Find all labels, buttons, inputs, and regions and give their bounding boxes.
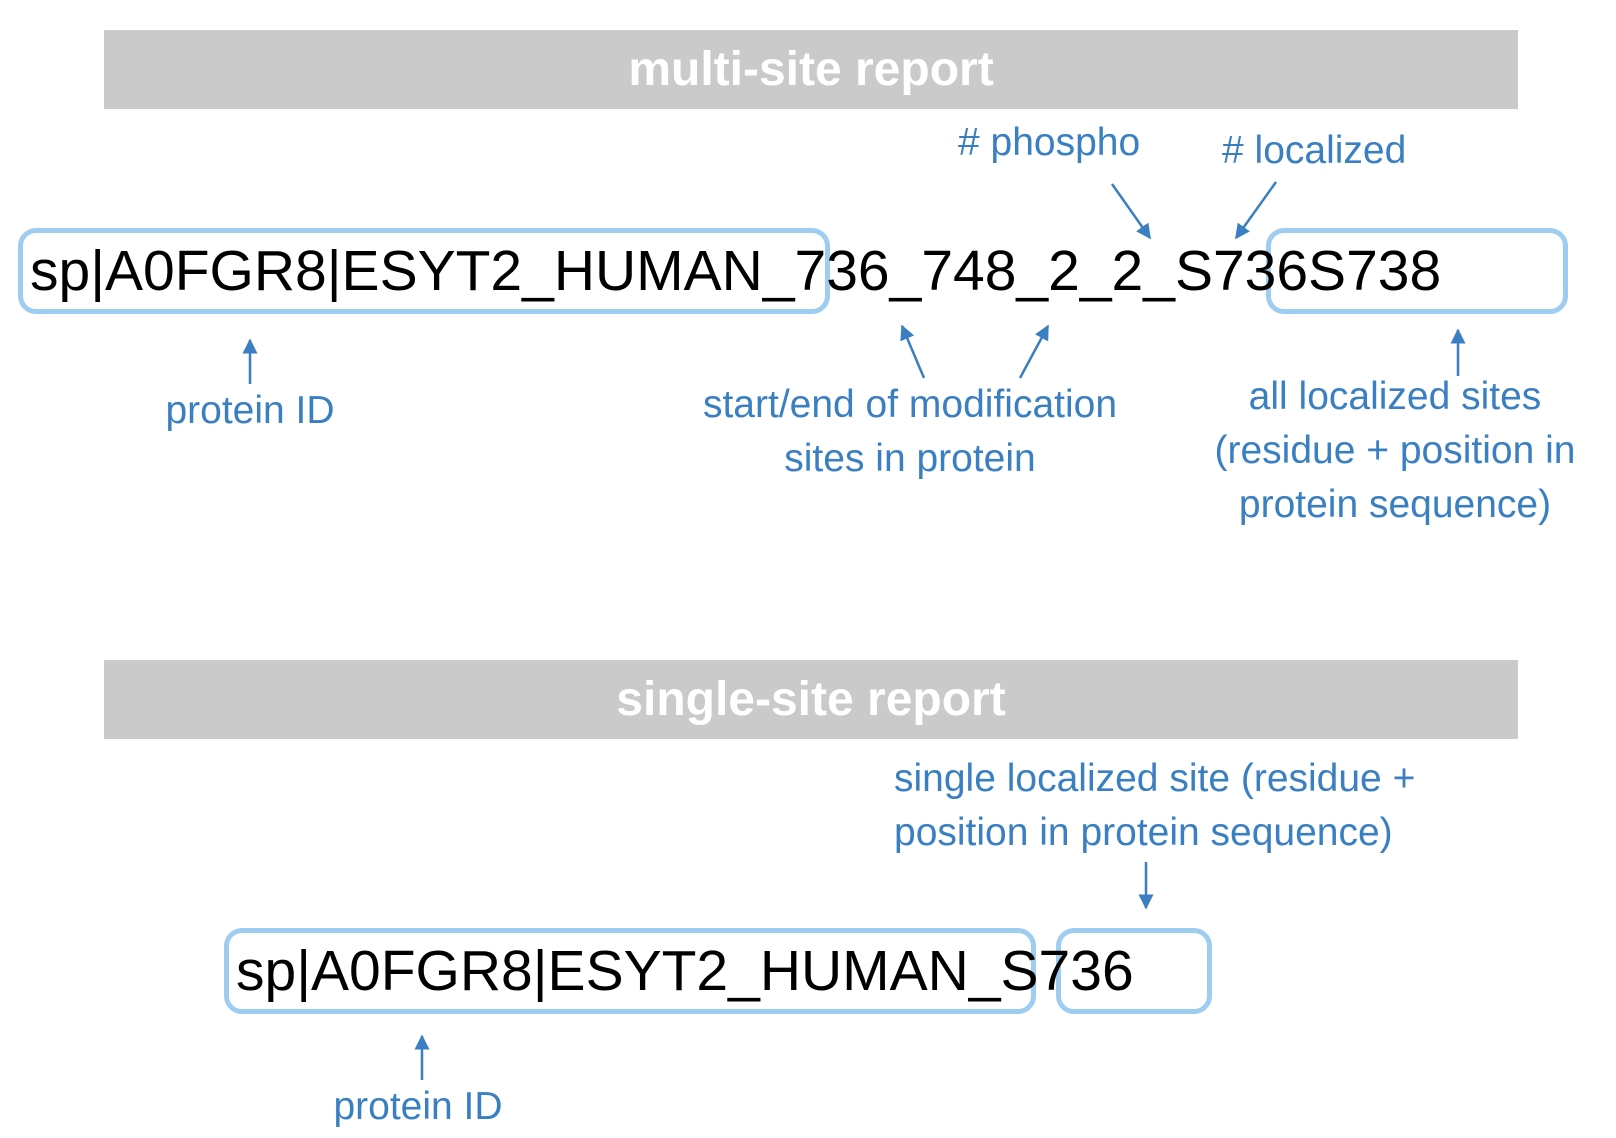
- multi-site-header: multi-site report: [104, 30, 1518, 109]
- single-site-header: single-site report: [104, 660, 1518, 739]
- localized-sites-box: [1266, 228, 1568, 314]
- phospho-count-label: # phospho: [958, 121, 1141, 164]
- localized-arrow: [1234, 181, 1278, 240]
- localized-sites-text: S736S738: [1174, 239, 1442, 303]
- single-site-box: [1056, 928, 1212, 1014]
- single-site-label-line2: position in protein sequence): [894, 811, 1393, 854]
- single-site-text: S736: [1000, 939, 1134, 1003]
- protein-id-label: protein ID: [165, 389, 335, 432]
- single-separator-text: _: [968, 939, 1001, 1003]
- multi-site-identifier: sp|A0FGR8|ESYT2_HUMAN_736_748_2_2_S736S7…: [30, 228, 1441, 314]
- all-sites-label-line3: protein sequence): [1238, 483, 1552, 526]
- single-protein-id-text: sp|A0FGR8|ESYT2_HUMAN: [236, 939, 969, 1003]
- start-end-label-line2: sites in protein: [784, 437, 1036, 480]
- all-sites-label-line2: (residue + position in: [1214, 429, 1576, 472]
- end-arrow: [1018, 324, 1050, 379]
- protein-id-text: sp|A0FGR8|ESYT2_HUMAN: [30, 239, 763, 303]
- site-range-text: _736_748_2_2_: [762, 239, 1175, 303]
- all-sites-label-line1: all localized sites: [1248, 375, 1542, 418]
- single-protein-id-label: protein ID: [333, 1085, 503, 1128]
- start-end-label-line1: start/end of modification: [702, 383, 1118, 426]
- start-arrow: [900, 324, 926, 379]
- single-protein-id-box: [224, 928, 1036, 1014]
- single-site-identifier: sp|A0FGR8|ESYT2_HUMAN_S736: [236, 928, 1134, 1014]
- localized-count-label: # localized: [1222, 129, 1407, 172]
- single-site-label-line1: single localized site (residue +: [894, 757, 1416, 800]
- phospho-arrow: [1110, 183, 1152, 240]
- protein-id-box: [18, 228, 830, 314]
